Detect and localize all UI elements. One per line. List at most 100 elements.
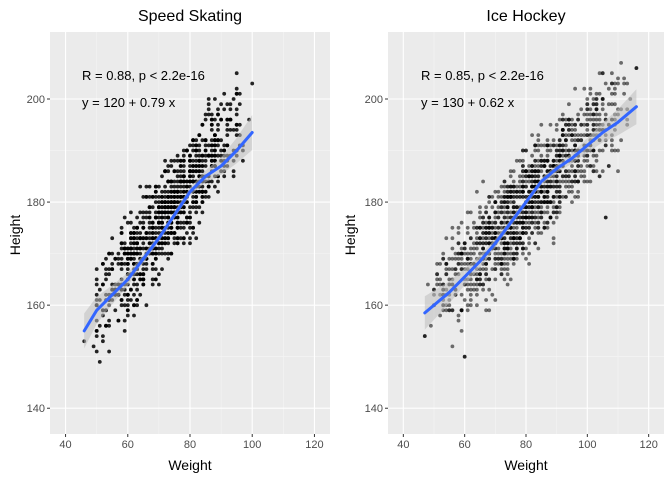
ice-hockey-data-point [505,231,510,235]
ice-hockey-data-point [591,97,596,101]
speed-skating-data-point [234,86,239,91]
speed-skating-data-point [160,220,164,225]
ice-hockey-data-point [603,143,608,148]
ice-hockey-data-point [524,215,528,220]
speed-skating-data-point [169,225,174,230]
ice-hockey-data-point [511,241,516,246]
speed-skating-data-point [132,241,136,246]
ice-hockey-data-point [487,308,492,313]
speed-skating-x-tick-label: 60 [122,439,134,451]
ice-hockey-data-point [524,184,528,189]
speed-skating-data-point [219,117,224,122]
speed-skating-data-point [197,148,202,153]
ice-hockey-data-point [582,122,587,127]
speed-skating-data-point [200,158,205,163]
ice-hockey-data-point [511,189,516,194]
ice-hockey-data-point [475,303,479,308]
ice-hockey-data-point [527,220,531,225]
ice-hockey-data-point [444,272,449,277]
ice-hockey-data-point [521,215,525,220]
speed-skating-data-point [175,225,180,230]
ice-hockey-data-point [496,210,501,215]
ice-hockey-data-point [582,133,587,138]
ice-hockey-x-label: Weight [504,457,547,473]
ice-hockey-data-point [554,205,559,210]
speed-skating-data-point [101,282,105,287]
ice-hockey-data-point [539,143,544,148]
ice-hockey-data-point [588,91,593,96]
ice-hockey-data-point [450,267,455,271]
ice-hockey-data-point [570,189,574,194]
speed-skating-data-point [166,251,171,256]
speed-skating-data-point [153,195,158,199]
speed-skating-data-point [175,184,180,189]
ice-hockey-data-point [521,169,525,174]
ice-hockey-data-point [502,236,507,241]
ice-hockey-data-point [616,81,620,86]
ice-hockey-data-point [567,189,571,194]
speed-skating-data-point [169,200,174,205]
ice-hockey-data-point [499,241,504,246]
ice-hockey-data-point [475,189,479,194]
speed-skating-data-point [157,210,161,215]
speed-skating-data-point [178,195,183,199]
ice-hockey-data-point [438,262,442,266]
speed-skating-data-point [200,200,205,205]
ice-hockey-data-point [493,189,498,194]
speed-skating-data-point [172,184,177,189]
ice-hockey-data-point [441,251,446,256]
speed-skating-data-point [125,298,130,302]
ice-hockey-data-point [536,205,541,210]
speed-skating-data-point [181,220,186,225]
speed-skating-data-point [132,225,136,230]
ice-hockey-data-point [499,262,504,266]
speed-skating-data-point [132,313,136,318]
ice-hockey-data-point [475,241,479,246]
speed-skating-data-point [197,158,202,163]
ice-hockey-data-point [518,179,522,184]
ice-hockey-data-point [478,205,482,210]
ice-hockey-data-point [536,158,541,163]
speed-skating-data-point [116,262,121,266]
ice-hockey-data-point [508,174,513,179]
ice-hockey-data-point [456,241,461,246]
ice-hockey-data-point [429,323,433,328]
speed-skating-data-point [175,153,180,158]
ice-hockey-data-point [502,220,507,225]
speed-skating-data-point [169,189,174,194]
speed-skating-data-point [160,200,164,205]
speed-skating-data-point [138,184,143,189]
speed-skating-data-point [185,148,189,153]
ice-hockey-data-point [462,246,467,251]
speed-skating-data-point [97,287,102,292]
speed-skating-data-point [132,231,136,235]
speed-skating-data-point [206,153,211,158]
speed-skating-data-point [97,359,102,364]
speed-skating-data-point [225,117,230,122]
speed-skating-data-point [166,241,171,246]
ice-hockey-data-point [496,215,501,220]
ice-hockey-data-point [573,143,577,148]
ice-hockey-data-point [551,143,556,148]
speed-skating-data-point [194,210,199,215]
ice-hockey-data-point [514,236,519,241]
ice-hockey-data-point [536,210,541,215]
ice-hockey-data-point [518,241,522,246]
ice-hockey-data-point [435,282,439,287]
speed-skating-data-point [241,158,245,163]
speed-skating-data-point [147,241,152,246]
ice-hockey-data-point [502,277,507,282]
speed-skating-data-point [175,158,180,163]
ice-hockey-data-point [591,112,596,117]
speed-skating-data-point [147,210,152,215]
speed-skating-data-point [144,303,149,308]
speed-skating-data-point [203,158,208,163]
ice-hockey-data-point [521,231,525,235]
ice-hockey-data-point [508,210,513,215]
ice-hockey-data-point [481,287,485,292]
ice-hockey-data-point [511,210,516,215]
ice-hockey-data-point [585,158,590,163]
ice-hockey-data-point [570,179,574,184]
speed-skating-data-point [129,287,133,292]
ice-hockey-data-point [560,112,565,117]
